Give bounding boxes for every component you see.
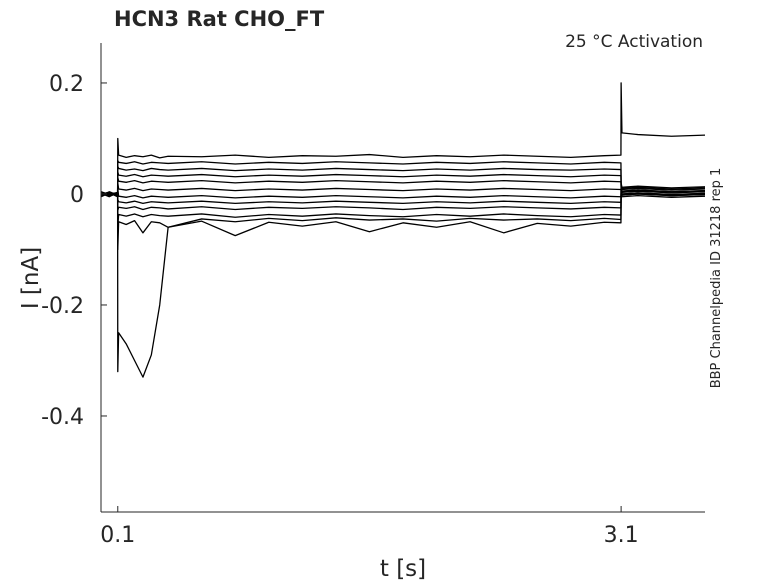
trace: [100, 165, 706, 197]
y-tick-label: -0.2: [41, 294, 84, 319]
trace: [100, 187, 706, 212]
trace: [100, 171, 706, 197]
side-label: BBP Channelpedia ID 31218 rep 1: [709, 168, 724, 389]
y-tick-label: 0.2: [49, 72, 84, 97]
y-tick-label: 0: [70, 183, 84, 208]
trace: [100, 182, 706, 197]
x-tick-label: 3.1: [604, 523, 639, 548]
trace: [100, 82, 706, 196]
trace: [100, 160, 706, 196]
chart-title: HCN3 Rat CHO_FT: [114, 7, 325, 31]
trace: [100, 187, 706, 378]
annotation: 25 °C Activation: [565, 32, 703, 52]
x-tick-label: 0.1: [100, 523, 135, 548]
trace: [100, 176, 706, 196]
x-axis-label: t [s]: [380, 556, 426, 582]
y-tick-label: -0.4: [41, 405, 84, 430]
y-axis-label: I [nA]: [18, 247, 44, 309]
plot-area: [100, 82, 706, 378]
